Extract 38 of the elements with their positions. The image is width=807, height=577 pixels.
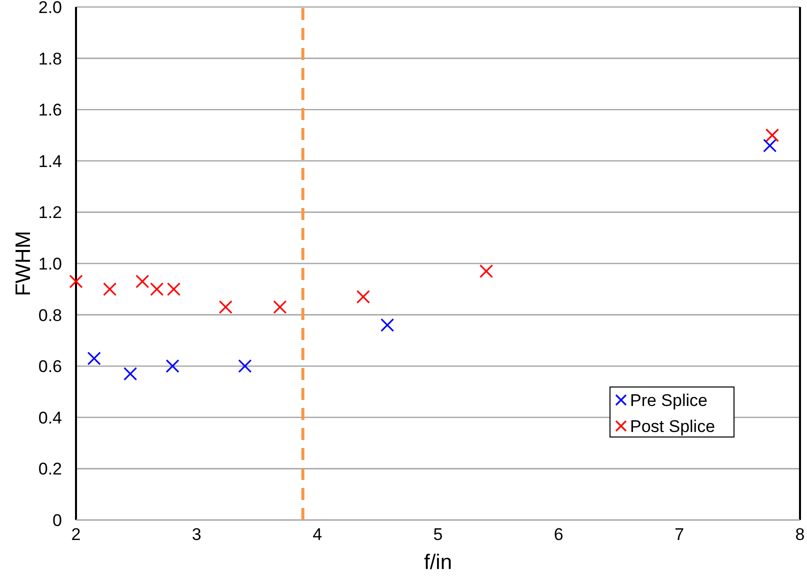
point: [765, 128, 780, 142]
y-tick-label: 0.8: [38, 306, 62, 325]
y-tick-label: 0.6: [38, 357, 62, 376]
x-axis-title: f/in: [424, 551, 452, 574]
x-tick-label: 4: [312, 525, 322, 544]
point: [380, 318, 394, 332]
x-tick-label: 2: [71, 525, 81, 544]
y-tick-label: 1.8: [38, 49, 62, 68]
x-tick-label: 8: [795, 525, 805, 544]
point: [218, 300, 232, 314]
y-tick-label: 0: [52, 510, 62, 530]
point: [479, 264, 494, 278]
point: [102, 282, 117, 296]
y-tick-label: 2.0: [38, 0, 62, 17]
point: [124, 366, 138, 381]
point: [356, 290, 370, 304]
legend-label: Pre Splice: [630, 390, 708, 410]
point: [136, 274, 150, 288]
x-tick-label: 7: [674, 525, 684, 544]
legend-label: Post Splice: [630, 416, 716, 436]
x-tick-label: 5: [433, 525, 443, 544]
y-tick-label: 1.0: [38, 254, 62, 274]
point: [87, 352, 101, 366]
y-axis-title: FWHM: [12, 230, 35, 296]
y-tick-label: 0.2: [38, 460, 62, 479]
y-tick-label: 1.6: [38, 100, 62, 120]
y-tick-label: 1.2: [38, 203, 62, 222]
point: [238, 359, 252, 373]
x-tick-label: 6: [554, 525, 564, 544]
point: [166, 359, 180, 373]
point: [763, 138, 777, 152]
point: [150, 282, 164, 296]
point: [166, 282, 181, 296]
point: [69, 274, 83, 288]
y-tick-label: 0.4: [38, 408, 62, 428]
point: [273, 300, 287, 314]
y-tick-label: 1.4: [38, 152, 62, 171]
x-tick-label: 3: [192, 525, 202, 544]
